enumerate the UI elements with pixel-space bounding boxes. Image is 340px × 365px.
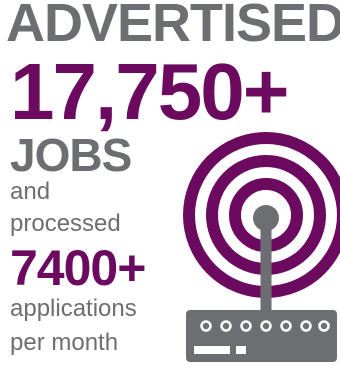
jobs-label: JOBS (10, 129, 132, 181)
connector-text: and (10, 178, 51, 205)
applications-count: 7400+ (10, 240, 146, 296)
period-label: per month (10, 329, 119, 356)
jobs-count: 17,750+ (10, 47, 289, 136)
wifi-router-icon (183, 132, 340, 362)
headline: ADVERTISED (6, 0, 340, 53)
processed-label: processed (10, 210, 121, 237)
applications-label: applications (10, 295, 137, 322)
